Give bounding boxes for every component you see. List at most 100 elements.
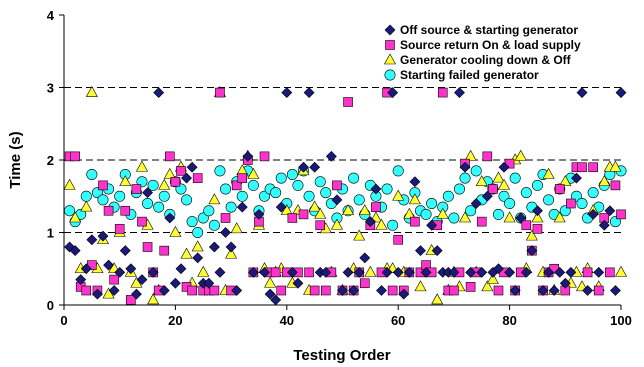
data-point-triangle: [375, 218, 388, 230]
data-point-square: [131, 184, 142, 194]
data-point-circle: [186, 216, 198, 228]
data-point-triangle: [330, 218, 343, 230]
data-point-diamond: [203, 277, 215, 289]
data-point-diamond: [69, 245, 81, 257]
data-point-diamond: [610, 285, 621, 296]
data-point-circle: [353, 194, 365, 206]
data-point-square: [165, 151, 175, 162]
data-point-circle: [381, 183, 393, 195]
data-point-diamond: [359, 252, 371, 264]
data-point-diamond: [598, 219, 610, 231]
data-point-triangle: [264, 276, 277, 288]
data-point-triangle: [459, 211, 472, 223]
data-point-square: [465, 282, 476, 292]
data-point-triangle: [436, 207, 449, 219]
data-point-circle: [286, 169, 298, 181]
data-point-square: [237, 173, 248, 183]
data-point-square: [304, 267, 314, 278]
data-point-triangle: [230, 222, 243, 234]
data-point-diamond: [353, 266, 365, 278]
data-point-diamond: [147, 266, 159, 278]
data-point-square: [588, 162, 598, 173]
data-point-diamond: [565, 266, 577, 278]
data-point-triangle: [392, 189, 405, 201]
data-point-square: [521, 220, 532, 231]
data-point-triangle: [553, 211, 566, 223]
y-tick-label: 3: [47, 81, 54, 96]
data-point-circle: [320, 187, 332, 199]
data-point-triangle: [514, 149, 527, 161]
data-point-triangle: [163, 167, 176, 179]
data-point-triangle: [353, 229, 366, 241]
data-point-circle: [465, 205, 477, 217]
data-point-diamond: [364, 216, 376, 228]
data-point-square: [488, 184, 498, 194]
data-point-triangle: [492, 171, 505, 183]
data-point-diamond: [130, 288, 142, 300]
data-point-square: [120, 205, 131, 216]
data-point-diamond: [91, 288, 103, 300]
data-point-circle: [142, 198, 154, 210]
series-circle: [64, 165, 627, 239]
data-point-square: [359, 278, 370, 289]
data-point-diamond: [331, 194, 343, 206]
data-point-square: [616, 209, 626, 220]
data-point-diamond: [108, 285, 120, 296]
data-point-diamond: [342, 266, 354, 278]
data-point-diamond: [275, 201, 287, 213]
data-point-square: [103, 205, 114, 216]
data-point-diamond: [604, 205, 616, 217]
legend-marker-triangle: [383, 53, 397, 65]
data-point-triangle: [158, 178, 171, 190]
data-point-triangle: [414, 280, 427, 292]
data-point-diamond: [493, 263, 504, 275]
legend-marker-diamond: [384, 24, 396, 36]
data-point-triangle: [147, 293, 160, 305]
legend-marker-square: [385, 40, 395, 50]
axes: [59, 14, 622, 310]
data-point-triangle: [225, 247, 238, 259]
data-point-diamond: [259, 266, 270, 278]
data-point-diamond: [80, 263, 92, 275]
data-point-square: [393, 234, 404, 245]
data-point-diamond: [325, 150, 337, 162]
data-point-circle: [504, 198, 516, 210]
data-point-diamond: [459, 161, 471, 173]
data-point-triangle: [197, 265, 210, 277]
data-point-square: [577, 162, 587, 173]
data-point-diamond: [231, 285, 243, 296]
data-point-triangle: [135, 160, 148, 172]
data-point-triangle: [475, 175, 488, 187]
data-point-triangle: [102, 287, 115, 299]
x-tick-label: 0: [60, 313, 67, 328]
data-point-triangle: [481, 280, 494, 292]
data-point-circle: [576, 198, 588, 210]
data-point-diamond: [615, 87, 627, 98]
data-point-square: [309, 285, 320, 296]
y-axis-label: Time (s): [7, 131, 24, 188]
data-point-diamond: [587, 208, 599, 220]
data-point-circle: [192, 227, 204, 239]
data-point-diamond: [320, 266, 332, 278]
x-tick-label: 20: [168, 313, 182, 328]
data-point-circle: [86, 169, 98, 181]
x-axis-label: Testing Order: [293, 347, 390, 364]
data-point-circle: [259, 190, 271, 202]
data-point-circle: [275, 172, 287, 184]
data-point-square: [593, 285, 604, 296]
data-point-triangle: [486, 273, 499, 284]
data-point-diamond: [537, 285, 549, 296]
data-point-triangle: [364, 265, 377, 277]
data-point-diamond: [481, 190, 493, 202]
data-point-triangle: [503, 211, 516, 223]
data-point-diamond: [309, 161, 321, 173]
data-point-diamond: [220, 227, 231, 238]
data-point-circle: [543, 194, 555, 206]
data-point-square: [159, 245, 170, 256]
data-point-square: [298, 209, 309, 220]
data-point-circle: [470, 165, 482, 177]
data-point-diamond: [292, 277, 304, 289]
data-point-diamond: [247, 266, 259, 278]
data-point-diamond: [582, 285, 594, 296]
data-point-diamond: [264, 288, 276, 300]
